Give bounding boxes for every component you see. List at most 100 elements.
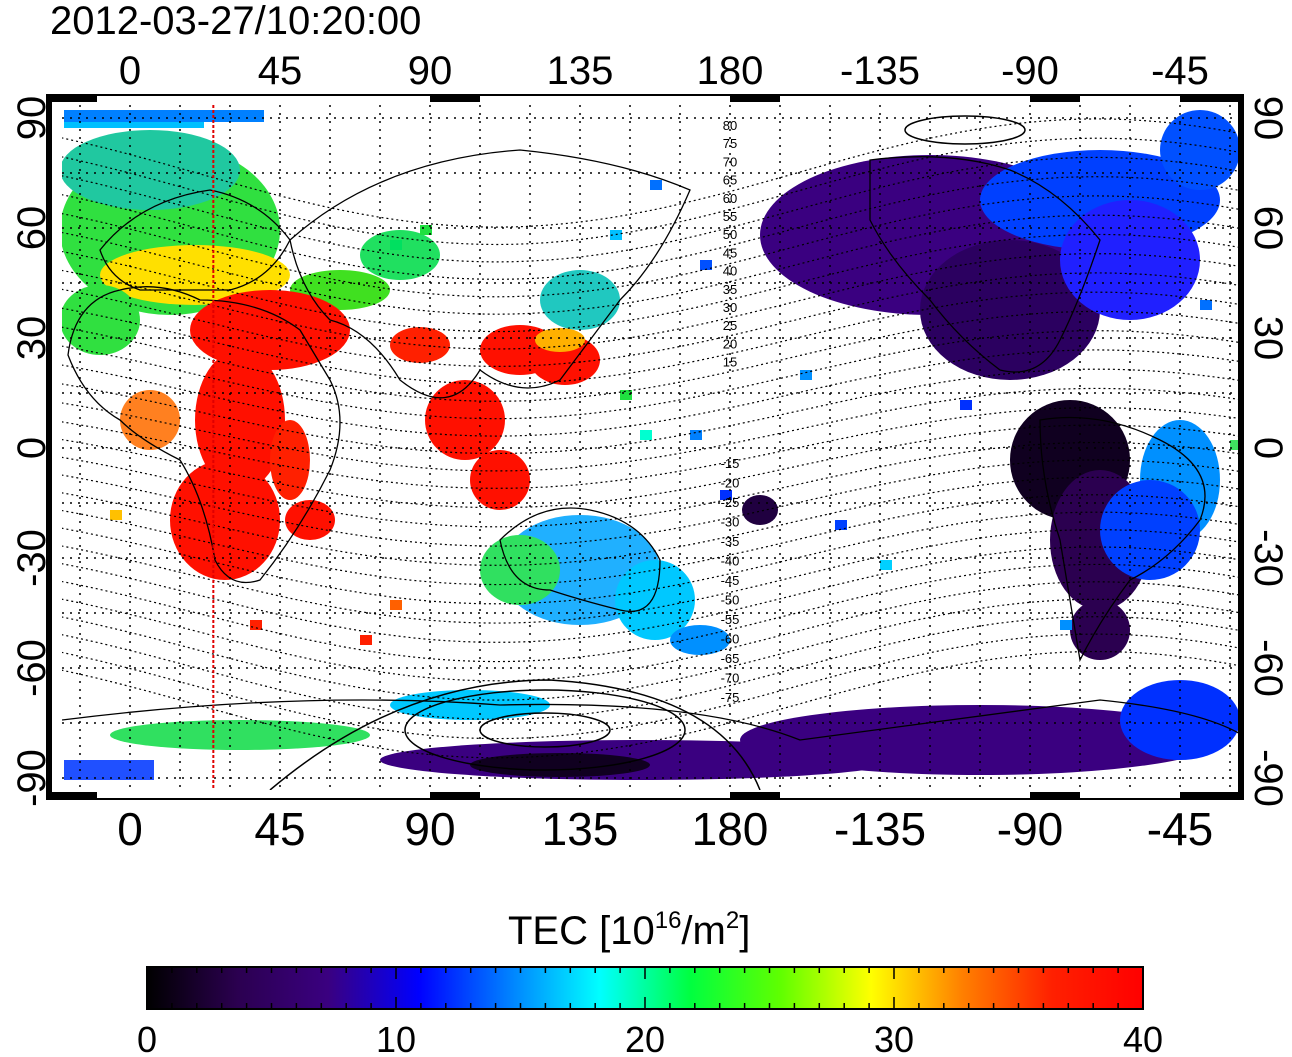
tec-region [540,270,620,330]
mlat-label: 25 [723,318,737,333]
ruler-segment [1030,95,1080,102]
tec-cell [64,122,204,128]
bottom-lon-tick-label: -90 [997,803,1063,855]
tec-cell [800,370,812,380]
tec-region [195,350,285,490]
mlat-contour [62,118,1242,228]
bottom-lon-tick-label: 180 [692,803,769,855]
tec-region [1100,480,1200,580]
coastline [1039,416,1206,663]
left-lat-tick-label: 0 [10,437,54,459]
bottom-longitude-ticks: 0 45 90 135 180 -135 -90 -45 [117,803,1213,855]
tec-data-layer [62,110,1242,780]
top-longitude-ticks: 0 45 90 135 180 -135 -90 -45 [119,49,1209,93]
mlat-contour [62,511,1242,605]
arctic-strip [64,110,264,122]
colorbar-title: TEC [1016/m2] [508,907,750,953]
ruler-segment [1030,792,1080,799]
mlat-contour [62,494,1242,586]
mlat-contour [62,387,1242,472]
top-lon-tick-label: 0 [119,49,141,93]
colorbar-tick-label: 20 [625,1019,665,1057]
mlat-contour [62,476,1242,566]
mlat-contour [62,176,1242,280]
magnetic-latitude-contours [62,115,1242,790]
mlat-contour [62,156,1242,263]
right-lat-tick-label: -90 [1246,749,1290,807]
right-lat-tick-label: 90 [1246,96,1290,141]
top-lon-tick-label: 45 [258,49,303,93]
ruler-segment [47,95,97,102]
right-lat-tick-label: 0 [1246,437,1290,459]
mlat-contour [62,214,1242,315]
ruler-segment [730,95,780,102]
tec-region [425,380,505,460]
colorbar: TEC [1016/m2] 0 10 20 30 40 [137,907,1163,1057]
ruler-segment [730,792,780,799]
mlat-label: -55 [721,612,740,627]
ruler-segment [430,792,480,799]
mlat-label: 55 [723,209,737,224]
mlat-label: 70 [723,154,737,169]
mlat-contour [62,310,1242,402]
colorbar-tick-label: 40 [1123,1019,1163,1057]
coastline [62,699,1242,741]
mlat-label: 60 [723,191,737,206]
tec-region [360,230,440,280]
mlat-label: 40 [723,264,737,279]
tec-cell [620,390,632,400]
ruler-segment [47,792,97,799]
left-lat-tick-label: -30 [10,529,54,587]
bottom-lon-tick-label: 0 [117,803,143,855]
tec-cell [1230,440,1242,450]
mlat-contour [62,424,1242,509]
tec-cell [1200,300,1212,310]
colorbar-tick-label: 10 [376,1019,416,1057]
mlat-contour [62,233,1242,333]
coastline [99,189,291,291]
mlat-label: -65 [721,651,740,666]
top-lon-tick-label: -90 [1001,49,1059,93]
mlat-contour [62,195,1242,298]
tec-cell [880,560,892,570]
mlat-contour [62,291,1242,385]
right-lat-tick-label: 60 [1246,206,1290,251]
mlat-label: -30 [721,515,740,530]
right-latitude-ticks: 90 60 30 0 -30 -60 -90 [1246,96,1290,807]
tec-region [535,328,585,352]
tec-cell [360,635,372,645]
tec-cell [390,240,402,250]
mlat-label: 80 [723,118,737,133]
tec-cell [110,510,122,520]
mlat-label: 45 [723,245,737,260]
right-lat-tick-label: 30 [1246,316,1290,361]
tec-cell [700,260,712,270]
longitude-ruler [47,95,1243,799]
bottom-lon-tick-label: 135 [542,803,619,855]
tec-region [470,450,530,510]
bottom-lon-tick-label: -45 [1147,803,1213,855]
tec-region [270,420,310,500]
ruler-segment [1180,792,1243,799]
tec-cell [835,520,847,530]
mlat-contour [62,650,1242,759]
tec-region [480,535,560,605]
colorbar-tick-labels: 0 10 20 30 40 [137,1019,1163,1057]
mlat-label: 35 [723,282,737,297]
top-lon-tick-label: 180 [697,49,764,93]
north-pole-contour [904,115,1026,145]
tec-region [1070,600,1130,660]
mlat-label: -20 [721,476,740,491]
left-lat-tick-label: 60 [10,206,54,251]
tec-region [170,460,280,580]
left-lat-tick-label: -60 [10,639,54,697]
tec-cell [1060,620,1072,630]
tec-cell [650,180,662,190]
coastline [869,156,1101,373]
top-lon-tick-label: -135 [840,49,920,93]
tec-region [670,625,730,655]
mlat-contour [62,616,1242,720]
south-pole-contour [269,679,761,790]
south-pole-contour [404,689,686,771]
